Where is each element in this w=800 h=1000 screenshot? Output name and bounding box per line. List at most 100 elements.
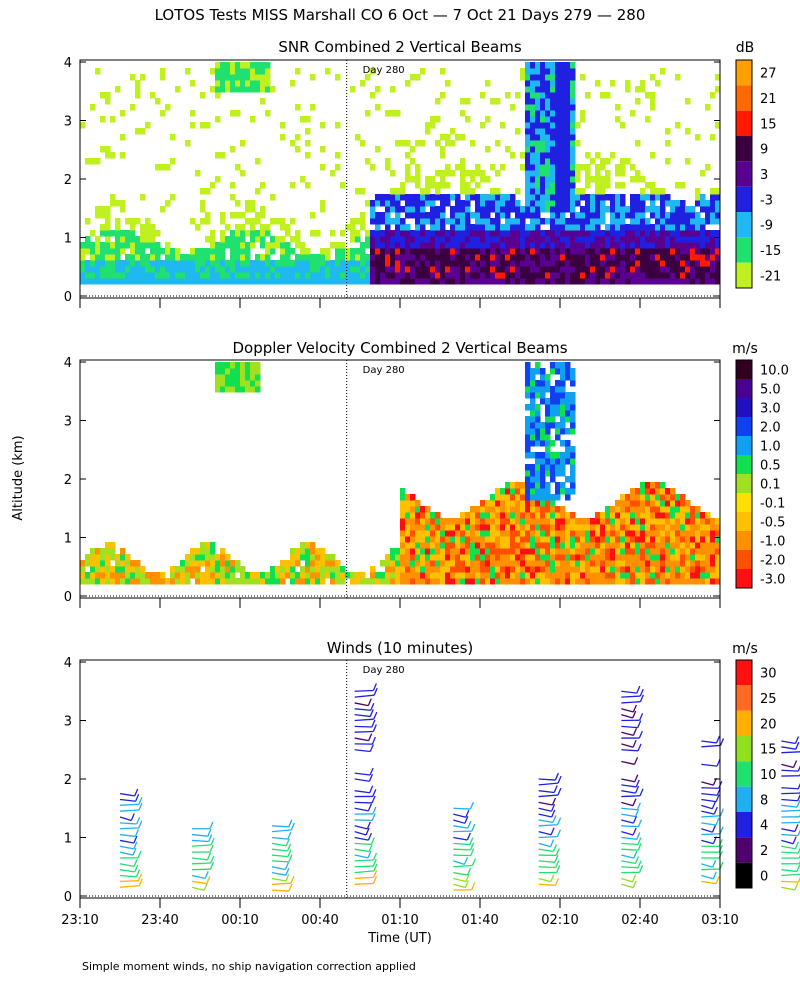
snr-cell [280, 122, 286, 129]
doppler-cell [670, 536, 676, 543]
doppler-cell [655, 494, 661, 501]
snr-cell [605, 278, 611, 285]
colorbar-label: 15 [760, 743, 777, 758]
snr-cell [700, 236, 706, 243]
doppler-cell [85, 578, 91, 585]
doppler-cell [460, 524, 466, 531]
doppler-cell [595, 572, 601, 579]
doppler-cell [440, 578, 446, 585]
snr-cell [435, 188, 441, 195]
doppler-cell [610, 530, 616, 537]
snr-cell [630, 224, 636, 231]
wind-barb [538, 860, 555, 863]
doppler-cell [565, 548, 571, 555]
doppler-cell [570, 482, 576, 489]
doppler-cell [415, 542, 421, 549]
doppler-cell [590, 518, 596, 525]
snr-cell [180, 266, 186, 273]
snr-cell [385, 194, 391, 201]
snr-cell [465, 188, 471, 195]
wind-barb [191, 880, 207, 885]
snr-cell [550, 212, 556, 219]
snr-cell [685, 158, 691, 165]
doppler-cell [600, 512, 606, 519]
doppler-cell [535, 404, 541, 411]
doppler-cell [405, 542, 411, 549]
snr-cell [235, 62, 241, 69]
doppler-cell [710, 566, 716, 573]
doppler-cell [595, 524, 601, 531]
doppler-cell [650, 560, 656, 567]
snr-cell [505, 212, 511, 219]
doppler-cell [535, 500, 541, 507]
wind-barb [621, 749, 639, 752]
snr-cell [260, 278, 266, 285]
snr-cell [565, 200, 571, 207]
snr-cell [565, 182, 571, 189]
snr-cell [690, 236, 696, 243]
doppler-cell [595, 554, 601, 561]
doppler-cell [245, 368, 251, 375]
doppler-cell [225, 554, 231, 561]
wind-barb-flag [554, 772, 559, 781]
wind-barb-flag [466, 832, 471, 841]
doppler-cell [495, 524, 501, 531]
snr-cell [460, 182, 466, 189]
colorbar-swatch [736, 85, 752, 111]
snr-cell [120, 152, 126, 159]
snr-cell [635, 218, 641, 225]
snr-cell [545, 158, 551, 165]
x-axis-label: Time (UT) [367, 931, 432, 946]
doppler-cell [385, 560, 391, 567]
wind-barb-flag [719, 808, 725, 817]
snr-cell [195, 266, 201, 273]
doppler-cell [120, 548, 126, 555]
snr-cell [460, 158, 466, 165]
snr-cell [420, 248, 426, 255]
doppler-cell [605, 542, 611, 549]
wind-barb [191, 844, 212, 847]
snr-cell [320, 206, 326, 213]
snr-cell [150, 260, 156, 267]
doppler-cell [555, 560, 561, 567]
snr-cell [675, 266, 681, 273]
colorbar-swatch [736, 569, 752, 588]
wind-barb [701, 828, 713, 833]
doppler-cell [95, 548, 101, 555]
snr-cell [135, 218, 141, 225]
snr-cell [580, 242, 586, 249]
doppler-cell [315, 572, 321, 579]
snr-cell [535, 164, 541, 171]
doppler-cell [550, 386, 556, 393]
doppler-cell [405, 536, 411, 543]
snr-cell [380, 266, 386, 273]
doppler-cell [545, 560, 551, 567]
snr-cell [490, 218, 496, 225]
doppler-cell [405, 566, 411, 573]
doppler-cell [360, 572, 366, 579]
snr-cell [650, 104, 656, 111]
wind-barb [621, 801, 634, 807]
snr-cell [385, 212, 391, 219]
doppler-cell [570, 458, 576, 465]
snr-cell [405, 194, 411, 201]
snr-cell [135, 86, 141, 93]
snr-cell [390, 194, 396, 201]
snr-cell [500, 254, 506, 261]
snr-cell [610, 218, 616, 225]
snr-cell [590, 278, 596, 285]
doppler-cell [450, 560, 456, 567]
snr-cell [565, 62, 571, 69]
snr-cell [160, 266, 166, 273]
doppler-cell [470, 506, 476, 513]
snr-cell [540, 152, 546, 159]
snr-cell [255, 188, 261, 195]
doppler-cell [695, 578, 701, 585]
snr-cell [630, 164, 636, 171]
snr-cell [260, 86, 266, 93]
doppler-cell [540, 554, 546, 561]
snr-cell [385, 164, 391, 171]
snr-cell [530, 236, 536, 243]
snr-cell [375, 146, 381, 153]
doppler-cell [655, 572, 661, 579]
